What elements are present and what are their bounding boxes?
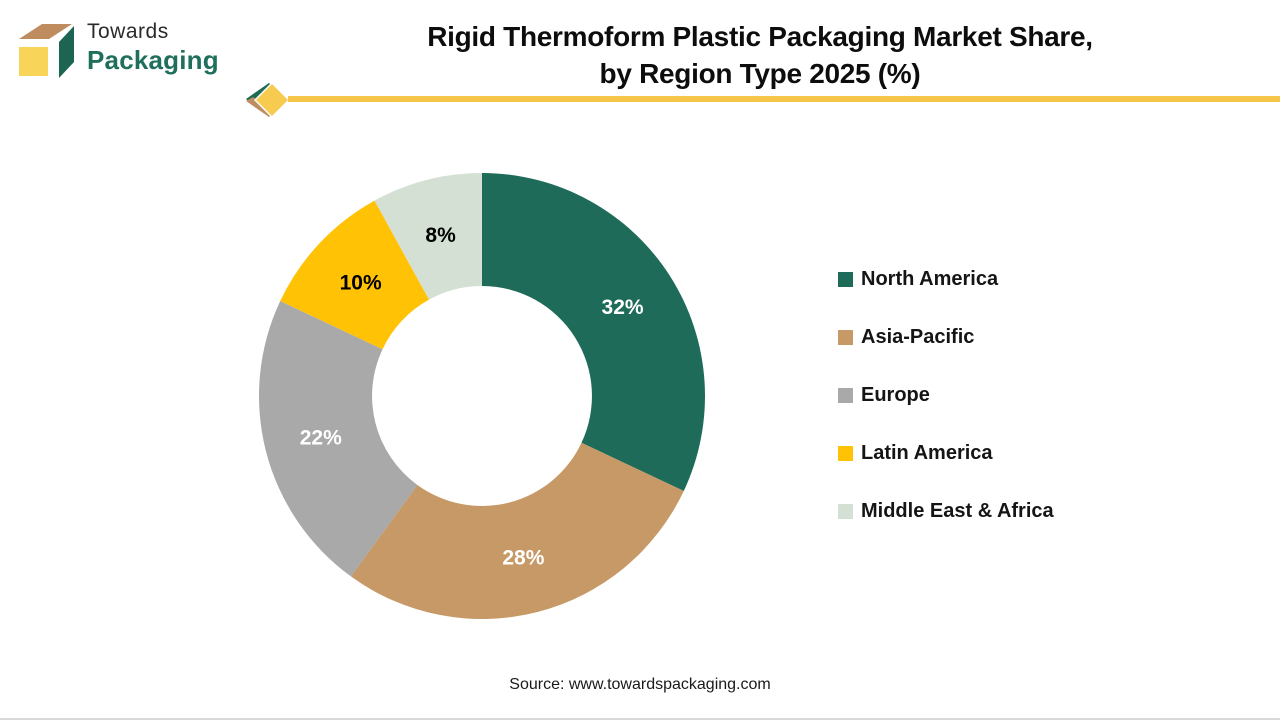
- bottom-border: [0, 718, 1280, 720]
- legend-item-north-america: North America: [838, 267, 1054, 292]
- legend-item-middle-east-africa: Middle East & Africa: [838, 499, 1054, 524]
- legend-label-north-america: North America: [861, 268, 999, 290]
- brand-name-bottom: Packaging: [87, 45, 219, 75]
- legend-swatch-asia-pacific: [838, 330, 853, 345]
- legend-label-asia-pacific: Asia-Pacific: [861, 326, 975, 348]
- page-title-line2: by Region Type 2025 (%): [599, 58, 921, 89]
- legend-label-latin-america: Latin America: [861, 442, 993, 464]
- brand-logo: Towards Packaging: [18, 20, 219, 80]
- slice-label-asia-pacific: 28%: [502, 547, 544, 570]
- source-text: Source: www.towardspackaging.com: [509, 676, 771, 693]
- donut-slice-asia-pacific: [350, 442, 684, 619]
- cube-top-face: [19, 24, 72, 39]
- legend-item-europe: Europe: [838, 383, 1054, 408]
- donut-slice-europe: [259, 301, 418, 577]
- legend-swatch-europe: [838, 388, 853, 403]
- divider-diamond-ornament: [246, 81, 291, 119]
- page-title-line1: Rigid Thermoform Plastic Packaging Marke…: [427, 21, 1093, 52]
- legend-item-latin-america: Latin America: [838, 441, 1054, 466]
- page-title: Rigid Thermoform Plastic Packaging Marke…: [280, 18, 1240, 92]
- slice-label-europe: 22%: [300, 427, 342, 450]
- slice-label-middle-east-africa: 8%: [425, 224, 456, 247]
- slice-label-north-america: 32%: [602, 296, 644, 319]
- legend-item-asia-pacific: Asia-Pacific: [838, 325, 1054, 350]
- donut-slice-north-america: [482, 173, 705, 491]
- brand-name-top: Towards: [87, 20, 169, 43]
- donut-chart: 32% 28% 22% 10% 8%: [259, 173, 705, 619]
- legend-swatch-north-america: [838, 272, 853, 287]
- title-underline-rule: [288, 96, 1280, 102]
- legend: North America Asia-Pacific Europe Latin Ame…: [838, 267, 1054, 524]
- diamond: [253, 81, 291, 119]
- legend-swatch-latin-america: [838, 446, 853, 461]
- donut-slice-middle-east-africa: [374, 173, 482, 300]
- cube-front-face: [19, 47, 48, 76]
- brand-wordmark: Towards Packaging: [87, 21, 219, 73]
- donut-slice-latin-america: [280, 200, 430, 350]
- legend-label-europe: Europe: [861, 384, 930, 406]
- slice-label-latin-america: 10%: [340, 271, 382, 294]
- cube-logo-icon: [19, 24, 74, 78]
- cube-side-face: [59, 26, 74, 78]
- legend-swatch-middle-east-africa: [838, 504, 853, 519]
- legend-label-middle-east-africa: Middle East & Africa: [861, 500, 1054, 522]
